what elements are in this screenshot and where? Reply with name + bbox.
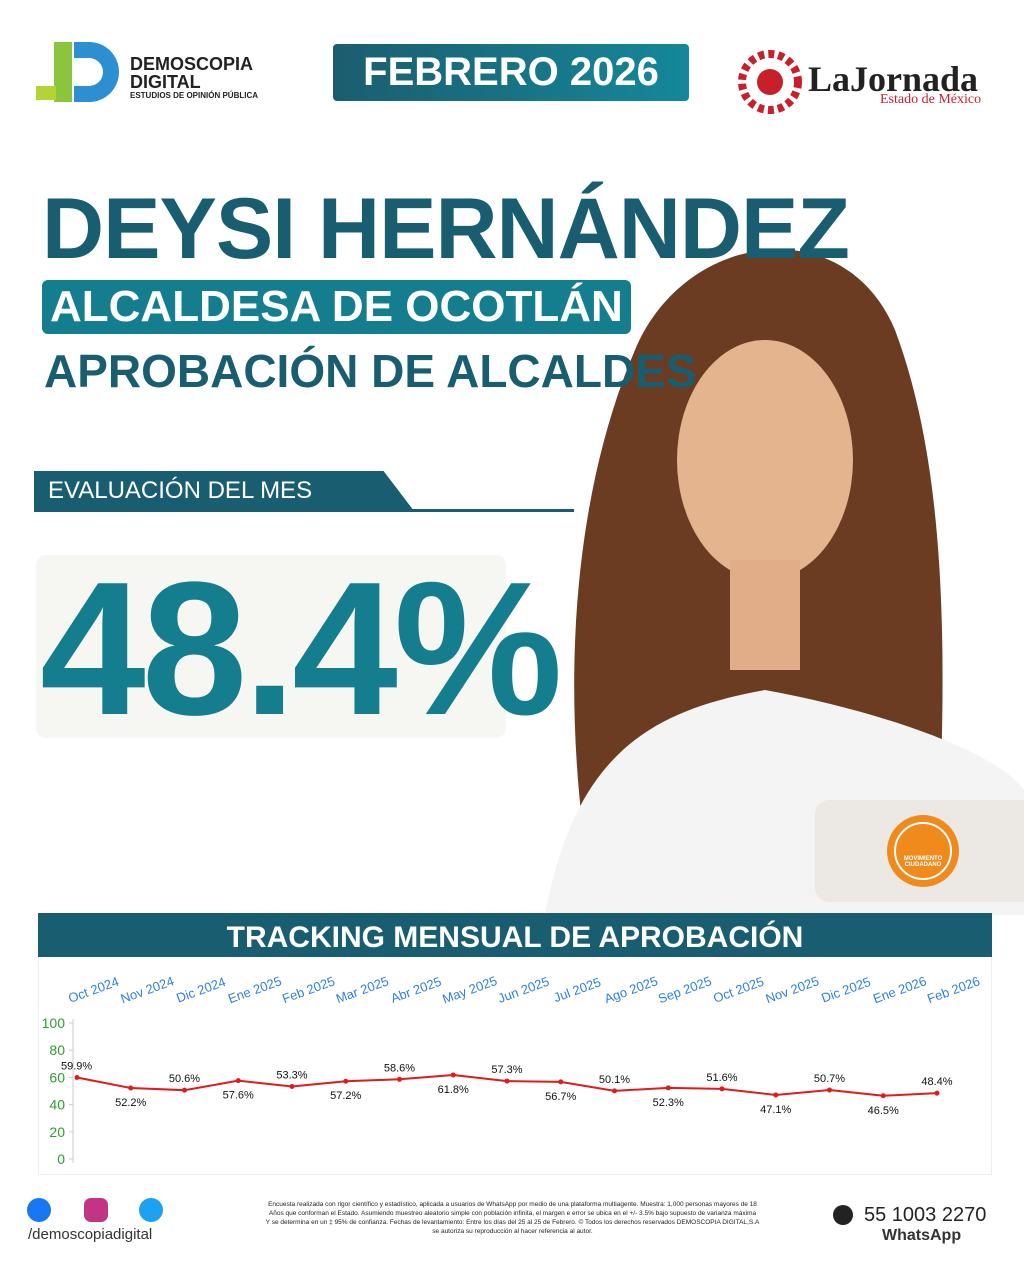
disclaimer: Encuesta realizada con rigor científico … [240, 1200, 785, 1236]
social-icons [27, 1198, 163, 1222]
social-handle: /demoscopiadigital [28, 1226, 153, 1243]
value-label: 57.3% [491, 1064, 522, 1076]
phone: 55 1003 2270 [864, 1204, 987, 1226]
value-label: 61.8% [438, 1084, 469, 1096]
value-label: 51.6% [706, 1072, 737, 1084]
brand-icon [36, 42, 119, 102]
x-tick-label: Ene 2026 [871, 973, 928, 1006]
party-logo [887, 815, 959, 887]
chart-title: TRACKING MENSUAL DE APROBACIÓN [38, 913, 992, 957]
person-name: DEYSI HERNÁNDEZ [42, 181, 850, 277]
y-tick-label: 100 [42, 1015, 66, 1031]
disclaimer-line: se autoriza su reproducción al hacer ref… [432, 1228, 593, 1235]
disclaimer-line: Encuesta realizada con rigor científico … [268, 1201, 757, 1208]
eval-rule [34, 509, 574, 512]
whatsapp-icon [833, 1205, 853, 1225]
y-tick-label: 40 [49, 1097, 65, 1113]
person-role: ALCALDESA DE OCOTLÁN [42, 280, 631, 334]
subject: APROBACIÓN DE ALCALDES [44, 345, 697, 397]
x-tick-label: Dic 2025 [819, 974, 872, 1006]
value-label: 58.6% [384, 1062, 415, 1074]
point [665, 1085, 671, 1091]
value-label: 59.9% [61, 1061, 92, 1073]
point [773, 1092, 779, 1098]
value-label: 56.7% [545, 1091, 576, 1103]
brand-line: DEMOSCOPIA [130, 54, 254, 74]
point [934, 1090, 940, 1096]
point [289, 1084, 295, 1090]
value-label: 57.6% [223, 1090, 254, 1102]
point [880, 1093, 886, 1099]
x-tick-label: May 2025 [440, 973, 499, 1007]
point [235, 1078, 241, 1084]
y-tick-label: 60 [49, 1069, 65, 1085]
y-tick-label: 80 [49, 1042, 65, 1058]
point [612, 1088, 617, 1094]
brand-tagline: ESTUDIOS DE OPINIÓN PÚBLICA [130, 91, 259, 100]
x-tick-label: Oct 2024 [66, 974, 121, 1006]
x-tick-label: Jul 2025 [552, 974, 603, 1005]
series-line [76, 1073, 938, 1097]
value-label: 46.5% [868, 1105, 899, 1117]
point [719, 1086, 725, 1092]
x-tick-label: Jun 2025 [496, 974, 551, 1006]
y-tick-label: 0 [57, 1151, 65, 1167]
eval-band [34, 471, 414, 511]
point [74, 1075, 80, 1081]
value-label: 52.2% [115, 1097, 146, 1109]
point [827, 1087, 832, 1093]
x-tick-label: Sep 2025 [656, 973, 713, 1006]
point [504, 1078, 510, 1084]
date-badge: FEBRERO 2026 [333, 44, 689, 101]
x-tick-label: Nov 2025 [763, 973, 820, 1006]
x-tick-label: Nov 2024 [118, 973, 175, 1006]
value-label: 53.3% [276, 1070, 307, 1082]
disclaimer-line: Años que conforman el Estado. Asumiendo … [268, 1210, 757, 1217]
x-tick-label: Dic 2024 [174, 974, 227, 1006]
date: FEBRERO 2026 [363, 50, 659, 94]
channel: WhatsApp [882, 1227, 962, 1244]
x-tick-label: Mar 2025 [334, 973, 391, 1006]
x-tick-label: Ago 2025 [602, 973, 659, 1006]
partner-icon [738, 50, 802, 114]
x-tick-label: Oct 2025 [711, 974, 766, 1006]
x-tick-label: Feb 2025 [280, 973, 337, 1006]
x-tick-label: Abr 2025 [389, 974, 444, 1006]
value-label: 52.3% [653, 1097, 684, 1109]
point [558, 1079, 564, 1085]
x-tick-label: Ene 2025 [226, 973, 283, 1006]
eval-label: EVALUACIÓN DEL MES [48, 477, 313, 504]
point [182, 1087, 187, 1093]
point [397, 1076, 402, 1082]
x-tick-label: Feb 2026 [925, 973, 982, 1006]
y-tick-label: 20 [49, 1124, 65, 1140]
value-label: 57.2% [330, 1090, 361, 1102]
brand-line: DIGITAL [130, 72, 201, 92]
point [343, 1078, 349, 1084]
value-label: 50.1% [599, 1074, 630, 1086]
disclaimer-line: Y se determina en un ‡ 95% de confianza.… [265, 1219, 760, 1226]
value-label: 48.4% [921, 1076, 952, 1088]
partner-name: LaJornada [808, 59, 979, 99]
eval-value: 48.4% [40, 543, 563, 755]
value-label: 50.6% [169, 1073, 200, 1085]
eval-box [36, 555, 506, 738]
partner-region: Estado de México [880, 92, 982, 107]
value-label: 50.7% [814, 1073, 845, 1085]
party-name: MOVIMIENTO CIUDADANO [903, 856, 943, 868]
brand-name: DEMOSCOPIA DIGITAL ESTUDIOS DE OPINIÓN P… [130, 55, 258, 101]
value-label: 47.1% [760, 1104, 791, 1116]
point [450, 1072, 456, 1078]
point [128, 1085, 134, 1091]
